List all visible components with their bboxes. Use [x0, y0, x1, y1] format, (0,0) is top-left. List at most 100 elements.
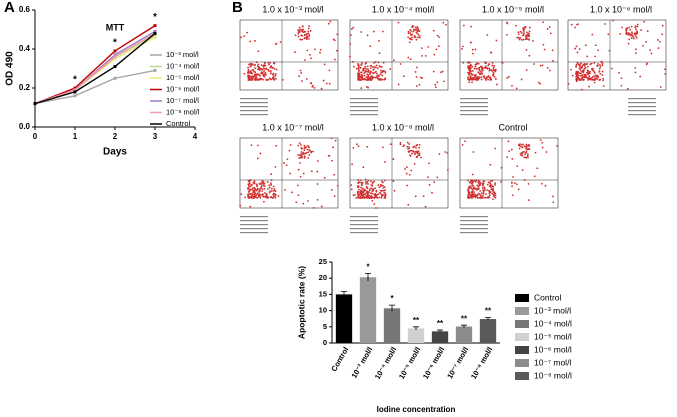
stats-row — [240, 98, 268, 100]
flow-dot — [407, 203, 410, 206]
flow-dot — [279, 41, 282, 43]
flow-dot — [411, 33, 414, 36]
flow-dot — [291, 191, 293, 194]
flow-dot — [472, 151, 475, 153]
flow-dot — [596, 64, 599, 67]
flow-dot — [259, 75, 261, 77]
x-tick-label: 10⁻³ mol/l — [349, 345, 374, 379]
flow-dot — [335, 49, 338, 52]
flow-dot — [517, 33, 520, 36]
flow-dot — [527, 199, 530, 202]
flow-dot — [657, 47, 660, 50]
flow-dot — [374, 66, 377, 69]
flow-dot — [251, 187, 254, 189]
legend-label: 10⁻⁶ mol/l — [534, 344, 572, 354]
flow-dot — [470, 25, 472, 28]
flow-dot — [515, 24, 517, 27]
y-tick-label: 20 — [319, 273, 327, 282]
flow-dot — [631, 31, 633, 34]
flow-dot — [360, 194, 363, 197]
flow-dot — [473, 191, 476, 193]
flow-dot — [368, 189, 371, 192]
flow-dot — [264, 71, 267, 74]
flow-dot — [373, 203, 376, 205]
flow-dot — [594, 78, 597, 81]
flow-dot — [523, 151, 525, 153]
flow-dot — [519, 145, 522, 148]
flow-dot — [643, 20, 646, 23]
flow-dot — [307, 27, 310, 30]
flow-dot — [294, 51, 297, 54]
stats-row — [240, 228, 268, 230]
flow-dot — [246, 31, 249, 34]
flow-dot — [527, 35, 530, 37]
flow-dot — [281, 78, 284, 81]
flow-dot — [381, 189, 384, 192]
flow-dot — [467, 67, 470, 70]
flow-dot — [366, 70, 369, 73]
flow-dot — [248, 182, 251, 185]
flow-dot — [418, 36, 421, 39]
flow-dot — [255, 75, 258, 77]
flow-dot — [310, 170, 313, 173]
flow-dot — [541, 146, 544, 149]
flow-dot — [263, 182, 266, 185]
flow-dot — [629, 28, 632, 31]
flow-dot — [601, 62, 604, 65]
flow-dot — [575, 75, 578, 78]
flow-dot — [596, 75, 599, 78]
flow-dot — [380, 196, 383, 199]
flow-dot — [485, 62, 487, 65]
flow-dot — [483, 187, 486, 190]
flow-dot — [633, 33, 636, 36]
flow-dot — [489, 180, 492, 183]
flow-dot — [469, 61, 471, 64]
flow-dot — [270, 78, 273, 81]
stats-row — [240, 102, 268, 104]
flow-dot — [407, 151, 410, 153]
flow-dot — [415, 38, 418, 41]
flow-dot — [297, 35, 300, 38]
flow-dot — [664, 73, 667, 75]
flow-dot — [289, 172, 291, 175]
flow-dot — [511, 185, 513, 188]
flow-dot — [477, 75, 479, 78]
flow-dot — [442, 21, 445, 24]
flow-dot — [418, 146, 421, 149]
flow-dot — [380, 183, 382, 186]
flow-dot — [438, 153, 441, 156]
flow-dot — [625, 29, 628, 32]
flow-dot — [355, 197, 358, 199]
significance: ** — [437, 319, 444, 328]
flow-dot — [524, 153, 526, 156]
flow-dot — [418, 154, 421, 157]
flow-dot — [251, 183, 253, 186]
flow-dot — [273, 67, 276, 70]
flow-dot — [307, 157, 309, 159]
flow-dot — [374, 187, 377, 190]
flow-dot — [399, 143, 402, 146]
x-tick-label: 10⁻⁶ mol/l — [421, 345, 446, 380]
flow-dot — [284, 188, 286, 191]
stats-row — [350, 114, 378, 116]
stats-row — [628, 102, 656, 104]
significance: * — [73, 75, 77, 86]
flow-dot — [575, 45, 578, 48]
flow-dot — [270, 187, 273, 190]
stats-row — [628, 114, 656, 116]
flow-dot — [361, 78, 364, 81]
flow-dot — [650, 52, 653, 55]
flow-dot — [446, 168, 449, 171]
flow-dot — [369, 45, 372, 48]
flow-dot — [471, 70, 474, 72]
flow-dot — [263, 70, 266, 72]
y-tick-label: 25 — [319, 257, 327, 266]
flow-dot — [494, 192, 497, 195]
y-tick-label: 0.0 — [19, 122, 31, 131]
flow-dot — [597, 63, 599, 65]
flow-dot — [250, 195, 253, 197]
flow-dot — [382, 187, 385, 189]
flow-dot — [446, 152, 449, 154]
stats-row — [628, 98, 656, 100]
flow-dot — [249, 40, 252, 43]
